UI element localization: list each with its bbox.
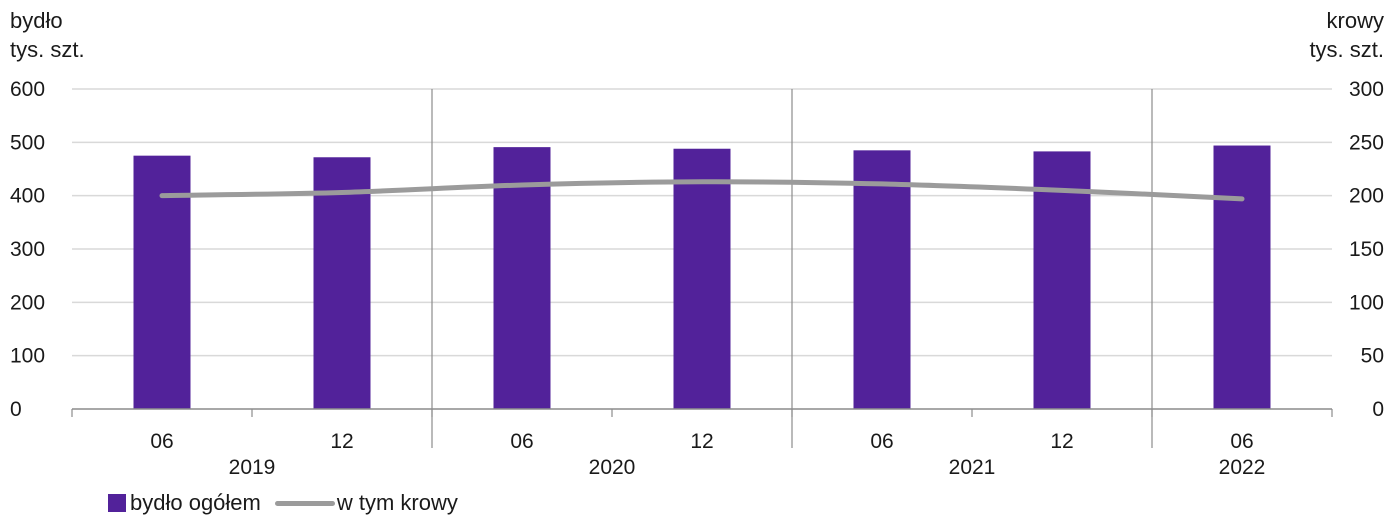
series-line-krowy — [159, 179, 1245, 202]
y-right-tick-label: 0 — [1372, 398, 1384, 421]
y-left-tick-label: 400 — [10, 185, 45, 208]
chart-plot: 06 12 06 12 06 12 06 2019 2020 2021 2022 0 100 200 300… — [10, 78, 1384, 479]
bar-5 — [1033, 151, 1091, 409]
y-left-tick-label: 600 — [10, 78, 45, 101]
y-left-tick-label: 200 — [10, 291, 45, 314]
x-tick-label: 06 — [150, 430, 173, 453]
legend-item-bars: bydło ogółem — [108, 490, 261, 516]
y-right-tick-label: 100 — [1349, 291, 1384, 314]
x-tick-label: 12 — [690, 430, 713, 453]
left-axis-title-line1: bydło — [10, 8, 63, 33]
x-tick-label: 12 — [330, 430, 353, 453]
legend-line-swatch — [274, 500, 335, 506]
bar-3 — [673, 148, 731, 409]
y-right-tick-label: 50 — [1361, 345, 1384, 368]
left-axis-title: bydło tys. szt. — [10, 6, 85, 64]
x-tick-label: 06 — [510, 430, 533, 453]
left-axis-title-line2: tys. szt. — [10, 37, 85, 62]
x-tick-label: 06 — [870, 430, 893, 453]
legend-item-line: w tym krowy — [274, 490, 458, 516]
y-right-tick-label: 150 — [1349, 238, 1384, 261]
legend-line-label: w tym krowy — [336, 490, 458, 515]
right-axis-title-line1: krowy — [1326, 8, 1384, 33]
y-left-tick-label: 100 — [10, 345, 45, 368]
bar-1 — [313, 157, 371, 409]
year-label: 2019 — [229, 456, 276, 479]
y-left-tick-label: 300 — [10, 238, 45, 261]
x-tick-label: 06 — [1230, 430, 1253, 453]
y-right-tick-label: 200 — [1349, 185, 1384, 208]
x-tick-label: 12 — [1050, 430, 1073, 453]
y-right-tick-label: 300 — [1349, 78, 1384, 101]
y-left-tick-label: 500 — [10, 131, 45, 154]
y-right-tick-label: 250 — [1349, 131, 1384, 154]
legend-bar-label: bydło ogółem — [130, 490, 261, 515]
legend: bydło ogółem w tym krowy — [108, 490, 472, 516]
bar-4 — [853, 150, 911, 410]
year-label: 2021 — [949, 456, 996, 479]
year-label: 2020 — [589, 456, 636, 479]
legend-bar-swatch — [108, 494, 126, 512]
right-axis-title-line2: tys. szt. — [1309, 37, 1384, 62]
bar-2 — [493, 147, 551, 409]
right-axis-title: krowy tys. szt. — [1309, 6, 1384, 64]
y-left-tick-label: 0 — [10, 398, 22, 421]
year-label: 2022 — [1219, 456, 1266, 479]
bar-6 — [1213, 145, 1271, 410]
